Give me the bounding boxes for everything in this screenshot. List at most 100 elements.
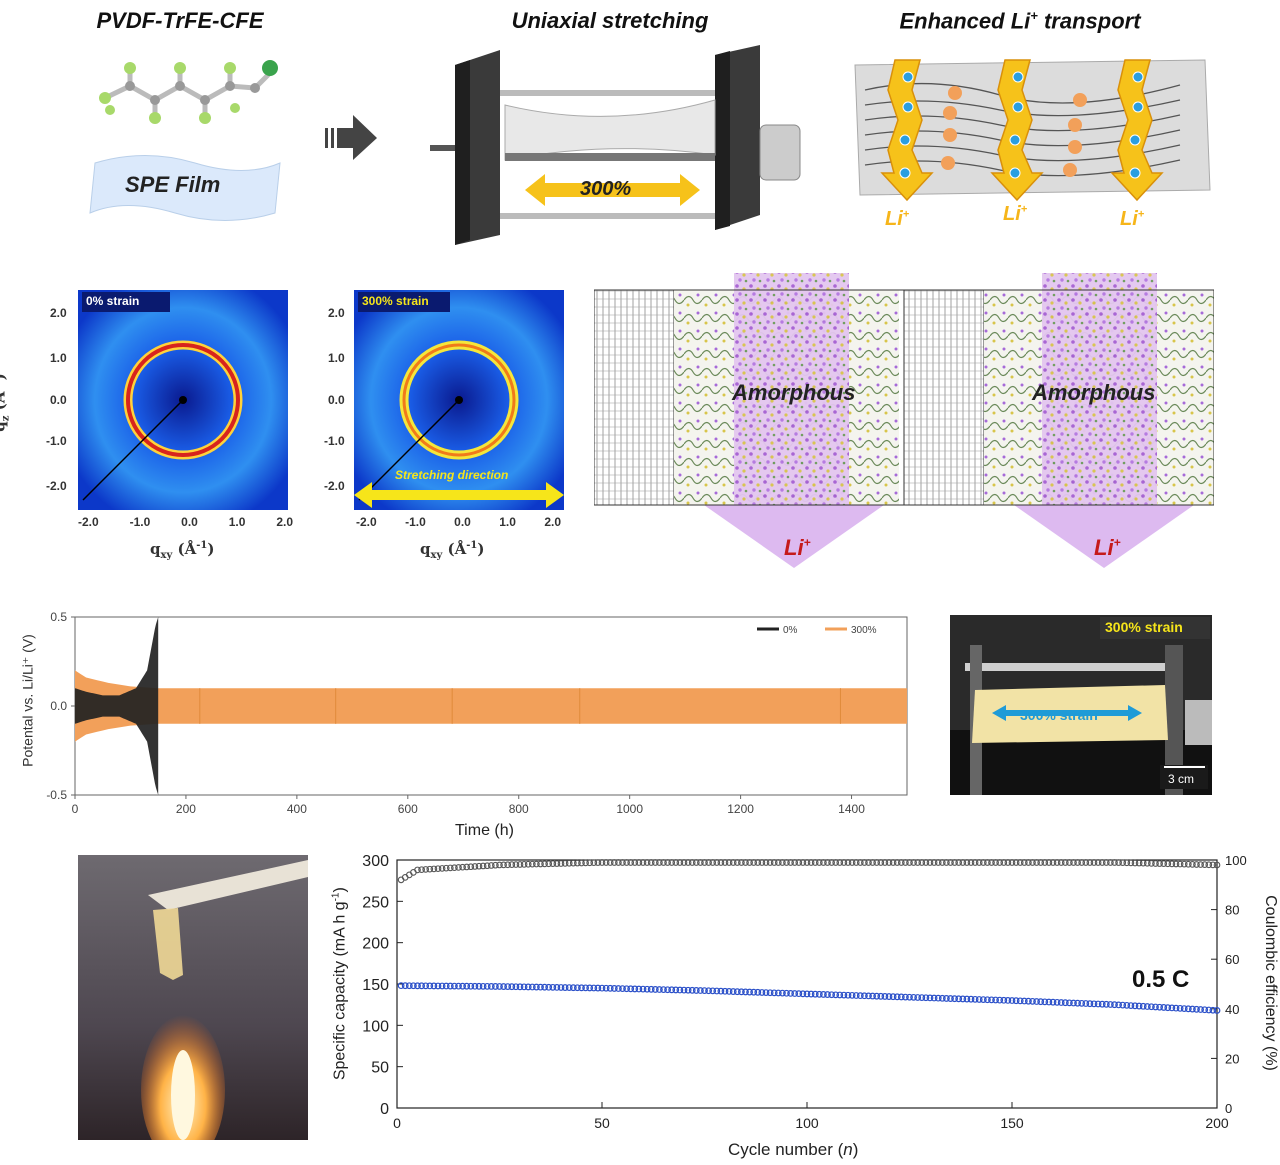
capacity-point — [1053, 998, 1061, 1006]
coulombic-point — [701, 859, 708, 866]
capacity-point — [848, 991, 856, 999]
cycling-ylabel: Potental vs. Li/Li⁺ (V) — [19, 634, 36, 767]
capacity-point — [762, 989, 770, 996]
coulombic-point — [434, 865, 442, 873]
coulombic-point — [902, 859, 909, 866]
capacity-point — [504, 983, 512, 991]
coulombic-point — [664, 859, 671, 866]
capacity-point — [643, 985, 651, 993]
coulombic-point — [672, 859, 680, 866]
xtick-label: 400 — [287, 802, 307, 816]
coulombic-point — [668, 859, 676, 866]
coulombic-point — [615, 859, 622, 866]
coulombic-point — [955, 859, 963, 866]
capacity-point — [537, 983, 544, 991]
coulombic-point — [1049, 859, 1057, 866]
coulombic-point — [820, 859, 827, 866]
capacity-point — [1197, 1006, 1204, 1013]
coulombic-point — [852, 859, 860, 866]
capacity-point — [1004, 997, 1012, 1004]
coulombic-point — [442, 864, 450, 872]
coulombic-point — [541, 860, 548, 868]
capacity-point — [750, 988, 758, 996]
xtick-label: 0 — [393, 1115, 401, 1131]
waxs-pattern-0-strain — [78, 290, 288, 510]
capacity-point — [705, 987, 713, 995]
ytick-right-label: 80 — [1225, 903, 1239, 918]
coulombic-point — [889, 859, 897, 866]
coulombic-point — [762, 859, 770, 866]
capacity-point — [1189, 1005, 1196, 1013]
coulombic-point — [1041, 859, 1049, 866]
capacity-point — [1168, 1004, 1176, 1012]
coulombic-point — [1152, 860, 1159, 867]
coulombic-point — [455, 864, 462, 871]
coulombic-point — [516, 861, 524, 868]
coulombic-point — [537, 860, 544, 868]
coulombic-point — [533, 860, 540, 868]
coulombic-point — [1119, 859, 1127, 867]
capacity-chart: 0 50 100 150 200 250 300 0 20 40 60 80 100 0 50 100 150 2… — [362, 853, 1246, 1131]
xtick: -2.0 — [78, 515, 99, 529]
panel2-title: Uniaxial stretching — [511, 8, 709, 33]
coulombic-point — [988, 859, 995, 866]
coulombic-point — [594, 859, 602, 866]
coulombic-point — [1061, 859, 1069, 866]
coulombic-point — [446, 864, 454, 872]
capacity-point — [594, 984, 602, 992]
waxs-left-xticks: -2.0 -1.0 0.0 1.0 2.0 — [78, 515, 293, 529]
coulombic-point — [906, 859, 913, 866]
coulombic-point — [787, 859, 794, 866]
coulombic-point — [815, 859, 823, 866]
ytick: -2.0 — [46, 479, 67, 493]
li-label-3: Li+ — [1120, 208, 1145, 230]
capacity-point — [893, 993, 901, 1001]
capacity-point — [885, 993, 893, 1000]
coulombic-point — [451, 864, 458, 872]
xtick-label: 200 — [176, 802, 196, 816]
capacity-point — [598, 984, 606, 992]
ytick: 2.0 — [50, 306, 67, 320]
coulombic-point — [463, 863, 471, 871]
cycling-xlabel: Time (h) — [455, 822, 514, 839]
coulombic-point — [799, 859, 807, 866]
coulombic-point — [643, 859, 651, 866]
coulombic-point — [1176, 860, 1184, 868]
spe-film-label: SPE Film — [125, 172, 221, 197]
capacity-point — [586, 984, 594, 992]
capacity-point — [680, 986, 688, 994]
ytick-label: 250 — [362, 894, 389, 911]
capacity-point — [918, 994, 926, 1002]
coulombic-point — [779, 859, 786, 866]
capacity-point — [434, 982, 442, 990]
coulombic-point — [963, 859, 971, 866]
waxs-right-xticks: -2.0 -1.0 0.0 1.0 2.0 — [356, 515, 561, 529]
capacity-point — [446, 982, 454, 990]
coulombic-point — [811, 859, 819, 866]
ytick-label: 0.5 — [50, 610, 67, 624]
coulombic-point — [754, 859, 762, 866]
coulombic-point — [934, 859, 942, 866]
amorphous-label-left: Amorphous — [732, 380, 856, 405]
capacity-point — [738, 988, 745, 996]
capacity-point — [573, 984, 581, 992]
capacity-point — [984, 996, 991, 1004]
coulombic-point — [1127, 859, 1135, 867]
coulombic-point — [824, 859, 831, 866]
ytick-right-label: 60 — [1225, 952, 1239, 967]
coulombic-point — [840, 859, 848, 866]
ytick: 0.0 — [328, 393, 345, 407]
coulombic-point — [1135, 859, 1143, 867]
capacity-point — [1152, 1003, 1159, 1011]
coulombic-point — [590, 859, 598, 867]
coulombic-point — [1025, 859, 1032, 866]
capacity-point — [955, 995, 963, 1003]
capacity-point — [459, 982, 467, 990]
coulombic-point — [549, 860, 557, 868]
capacity-point — [947, 995, 954, 1002]
ytick: 1.0 — [328, 351, 345, 365]
capacity-point — [430, 982, 438, 990]
coulombic-point — [877, 859, 885, 866]
capacity-point — [844, 991, 852, 999]
coulombic-point — [602, 859, 610, 866]
